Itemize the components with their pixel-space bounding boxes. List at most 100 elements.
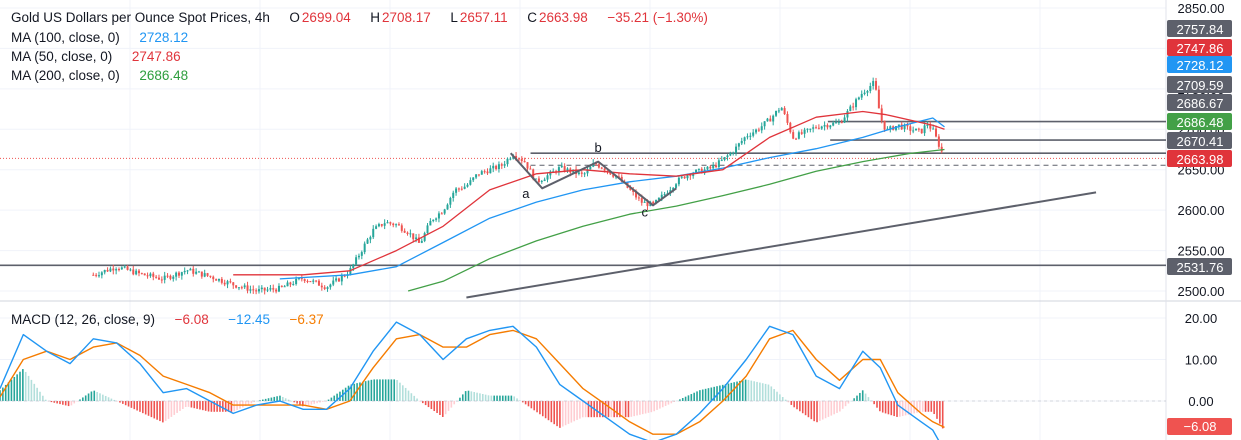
macd-hist-bar <box>247 401 250 405</box>
candle-body <box>586 169 589 174</box>
macd-legend[interactable]: MACD (12, 26, close, 9) −6.08 −12.45 −6.… <box>11 312 326 327</box>
macd-hist-bar <box>259 400 261 401</box>
candle-body <box>835 122 838 124</box>
macd-hist-bar <box>293 401 296 403</box>
candle-body <box>255 290 258 292</box>
candle-body <box>466 184 469 187</box>
candle-body <box>520 159 523 162</box>
macd-hist-bar <box>142 401 144 414</box>
candle-body <box>537 178 540 182</box>
ma100-legend[interactable]: MA (100, close, 0) 2728.12 <box>11 30 190 45</box>
candle-body <box>717 160 720 168</box>
candle-body <box>117 269 120 271</box>
macd-hist-bar <box>199 401 201 410</box>
candle-body <box>386 222 389 224</box>
macd-hist-bar <box>827 401 830 417</box>
macd-hist-bar <box>216 401 218 412</box>
macd-histogram <box>0 369 944 429</box>
macd-hist-bar <box>719 385 721 401</box>
macd-hist-bar <box>724 384 727 401</box>
macd-hist-bar <box>250 401 253 404</box>
candle-body <box>737 143 740 147</box>
candle-body <box>509 158 512 160</box>
candle-body <box>155 276 158 278</box>
candle-body <box>486 171 489 174</box>
candle-body <box>189 268 192 271</box>
candle-body <box>660 194 663 198</box>
macd-hist-bar <box>644 401 647 414</box>
candle-body <box>457 188 460 190</box>
candle-body <box>312 280 315 282</box>
ma50-legend[interactable]: MA (50, close, 0) 2747.86 <box>11 49 183 64</box>
macd-hist-bar <box>393 379 396 401</box>
macd-hist-bar <box>273 396 276 401</box>
macd-hist-bar <box>39 391 41 401</box>
candle-body <box>209 275 212 277</box>
candle-body <box>549 171 552 176</box>
macd-hist-bar <box>284 398 287 401</box>
macd-hist-bar <box>36 387 38 401</box>
low-label: L <box>450 10 458 25</box>
macd-hist-bar <box>376 379 378 401</box>
macd-hist-bar <box>759 382 761 401</box>
macd-hist-bar <box>521 401 524 403</box>
candle-body <box>640 198 643 203</box>
candle-body <box>266 289 269 291</box>
macd-badge-label: −6.08 <box>1184 419 1217 434</box>
macd-hist-bar <box>196 401 198 409</box>
candle-body <box>289 282 292 285</box>
macd-hist-bar <box>627 401 630 418</box>
candle-body <box>252 289 255 291</box>
candle-body <box>380 224 383 226</box>
candle-body <box>686 174 689 179</box>
macd-hist-bar <box>559 401 561 428</box>
ma200-legend[interactable]: MA (200, close, 0) 2686.48 <box>11 68 190 83</box>
candle-body <box>557 167 560 173</box>
candle-body <box>929 124 932 129</box>
macd-hist-bar <box>656 401 658 410</box>
candle-body <box>232 282 235 286</box>
macd-hist-bar <box>156 401 158 420</box>
candle-body <box>212 276 215 280</box>
macd-hist-bar <box>607 401 610 418</box>
macd-hist-bar <box>564 401 567 426</box>
macd-hist-bar <box>890 401 893 416</box>
price-badge <box>1167 20 1232 37</box>
macd-hist-bar <box>167 401 170 419</box>
macd-axis-tick: 20.00 <box>1185 311 1218 326</box>
macd-hist-bar <box>584 401 587 418</box>
candle-body <box>769 118 772 122</box>
candle-body <box>443 209 446 214</box>
candle-body <box>229 281 232 283</box>
macd-hist-bar <box>113 399 116 401</box>
candle-body <box>463 186 466 189</box>
macd-hist-bar <box>833 401 835 415</box>
macd-hist-bar <box>879 401 881 412</box>
candle-body <box>797 132 800 139</box>
macd-hist-bar <box>490 395 493 401</box>
candle-body <box>175 272 178 277</box>
candle-body <box>812 127 815 129</box>
candle-body <box>863 92 866 94</box>
candle-body <box>163 275 166 280</box>
candle-body <box>495 165 498 170</box>
macd-hist-bar <box>927 401 930 412</box>
macd-hist-bar <box>282 396 284 401</box>
macd-hist-bar <box>333 395 336 401</box>
macd-hist-bar <box>590 401 593 418</box>
candle-body <box>655 199 658 204</box>
macd-hist-bar <box>667 401 670 405</box>
candle-body <box>186 270 189 272</box>
candle-body <box>900 124 903 130</box>
macd-hist-bar <box>896 401 898 417</box>
macd-hist-bar <box>70 401 73 406</box>
candle-body <box>755 129 758 133</box>
candle-body <box>215 279 218 281</box>
price-badge-label: 2757.84 <box>1177 22 1224 37</box>
macd-hist-bar <box>807 401 810 418</box>
macd-hist-bar <box>233 401 236 412</box>
macd-hist-bar <box>659 401 661 409</box>
candle-body <box>815 127 818 129</box>
candle-body <box>360 252 363 256</box>
